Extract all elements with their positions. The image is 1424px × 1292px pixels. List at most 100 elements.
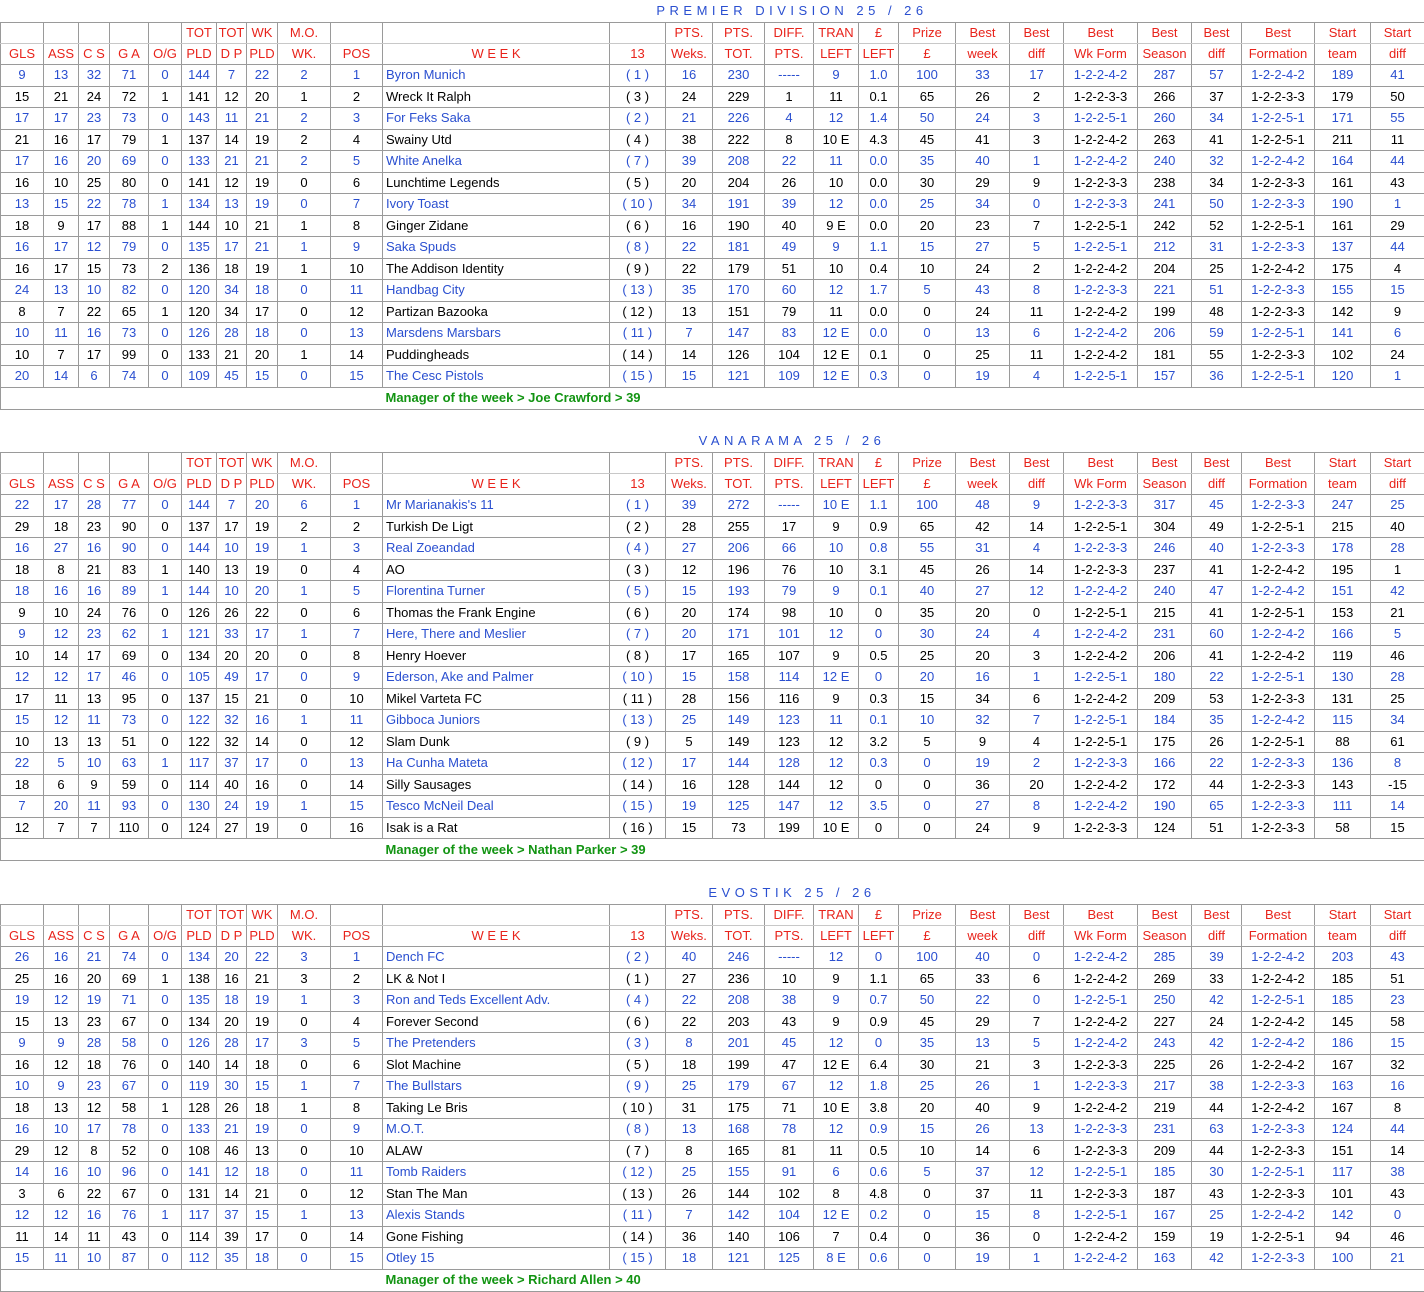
cell-mo-wk: 0	[278, 194, 331, 216]
cell-pts-weeks: 22	[666, 1011, 713, 1033]
column-header-diff-pts: PTS.	[765, 926, 814, 947]
cell-prize: 50	[899, 108, 956, 130]
cell-tot-dp: 21	[217, 344, 247, 366]
cell-best-diff: 8	[1010, 796, 1064, 818]
cell-start-team: 131	[1315, 688, 1371, 710]
cell-wk-played: 18	[247, 1097, 278, 1119]
column-header-start-diff: diff	[1371, 926, 1424, 947]
cell-pts-weeks: 27	[666, 968, 713, 990]
cell-transfers-left: 12 E	[814, 323, 859, 345]
cell-best-formation: 1-2-2-5-1	[1242, 323, 1315, 345]
cell-tot-dp: 10	[217, 538, 247, 560]
manager-of-the-week: Manager of the week > Richard Allen > 40	[383, 1269, 1424, 1291]
cell-team-name: Here, There and Meslier	[383, 624, 610, 646]
cell-pts-total: 165	[713, 645, 765, 667]
cell-best-formation: 1-2-2-4-2	[1242, 151, 1315, 173]
cell-assists: 10	[44, 602, 79, 624]
cell-clean-sheets: 23	[79, 624, 110, 646]
column-header-clean-sheets: C S	[79, 44, 110, 65]
cell-best-diff: 6	[1010, 1140, 1064, 1162]
cell-tot-dp: 12	[217, 172, 247, 194]
cell-best-diff: 11	[1010, 344, 1064, 366]
cell-pts-total: 147	[713, 323, 765, 345]
cell-start-diff: 43	[1371, 1183, 1424, 1205]
cell-start-diff: 55	[1371, 108, 1424, 130]
cell-team-name: Swainy Utd	[383, 129, 610, 151]
cell-money-left: 6.4	[859, 1054, 899, 1076]
cell-start-diff: 4	[1371, 258, 1424, 280]
cell-best-season: 231	[1138, 624, 1192, 646]
cell-goals-against: 79	[110, 129, 149, 151]
column-header-best-formation: Formation	[1242, 926, 1315, 947]
cell-transfers-left: 12 E	[814, 344, 859, 366]
cell-transfers-left: 12	[814, 753, 859, 775]
cell-tot-dp: 12	[217, 86, 247, 108]
column-header-assists: ASS	[44, 474, 79, 495]
cell-week-13: ( 2 )	[610, 108, 666, 130]
cell-best-wk-form: 1-2-2-4-2	[1064, 645, 1138, 667]
cell-week-13: ( 11 )	[610, 323, 666, 345]
cell-goals-against: 76	[110, 1205, 149, 1227]
footer-spacer	[1, 839, 383, 861]
cell-tot-played: 134	[182, 1011, 217, 1033]
cell-transfers-left: 12 E	[814, 1205, 859, 1227]
cell-clean-sheets: 28	[79, 495, 110, 517]
cell-diff-pts: 109	[765, 366, 814, 388]
cell-best-wk-form: 1-2-2-5-1	[1064, 602, 1138, 624]
column-header-own-goals	[149, 23, 182, 44]
cell-start-team: 161	[1315, 172, 1371, 194]
cell-goals: 15	[1, 1011, 44, 1033]
cell-tot-played: 144	[182, 215, 217, 237]
cell-assists: 14	[44, 645, 79, 667]
cell-week-13: ( 6 )	[610, 602, 666, 624]
column-header-tot-dp: TOT	[217, 905, 247, 926]
cell-week-13: ( 10 )	[610, 667, 666, 689]
cell-best-week: 25	[956, 344, 1010, 366]
cell-tot-played: 138	[182, 968, 217, 990]
cell-diff-pts: 116	[765, 688, 814, 710]
cell-transfers-left: 10	[814, 602, 859, 624]
cell-mo-wk: 1	[278, 237, 331, 259]
cell-start-team: 115	[1315, 710, 1371, 732]
cell-best-season-diff: 48	[1192, 301, 1242, 323]
cell-goals-against: 87	[110, 1248, 149, 1270]
column-header-wk-played: PLD	[247, 44, 278, 65]
cell-start-diff: 16	[1371, 1076, 1424, 1098]
cell-tot-dp: 10	[217, 215, 247, 237]
cell-best-diff: 3	[1010, 129, 1064, 151]
cell-best-formation: 1-2-2-4-2	[1242, 1205, 1315, 1227]
cell-best-wk-form: 1-2-2-4-2	[1064, 344, 1138, 366]
cell-position: 11	[331, 1162, 383, 1184]
column-header-best-wk-form: Wk Form	[1064, 926, 1138, 947]
cell-wk-played: 17	[247, 753, 278, 775]
cell-week-13: ( 7 )	[610, 624, 666, 646]
cell-mo-wk: 0	[278, 1248, 331, 1270]
cell-tot-played: 121	[182, 624, 217, 646]
cell-wk-played: 19	[247, 559, 278, 581]
cell-mo-wk: 0	[278, 323, 331, 345]
cell-best-wk-form: 1-2-2-3-3	[1064, 1054, 1138, 1076]
cell-prize: 15	[899, 688, 956, 710]
cell-assists: 17	[44, 258, 79, 280]
cell-wk-played: 20	[247, 495, 278, 517]
cell-transfers-left: 10	[814, 538, 859, 560]
cell-best-season: 304	[1138, 516, 1192, 538]
cell-mo-wk: 1	[278, 581, 331, 603]
league-title: EVOSTIK 25 / 26	[0, 882, 1424, 904]
cell-tot-dp: 21	[217, 151, 247, 173]
cell-best-season: 225	[1138, 1054, 1192, 1076]
column-header-clean-sheets	[79, 23, 110, 44]
cell-best-season: 209	[1138, 688, 1192, 710]
cell-own-goals: 0	[149, 667, 182, 689]
cell-tot-played: 143	[182, 108, 217, 130]
cell-pts-total: 175	[713, 1097, 765, 1119]
cell-transfers-left: 10	[814, 172, 859, 194]
column-header-week-13	[610, 23, 666, 44]
cell-transfers-left: 12	[814, 1076, 859, 1098]
cell-mo-wk: 1	[278, 1097, 331, 1119]
cell-diff-pts: 47	[765, 1054, 814, 1076]
cell-best-diff: 1	[1010, 151, 1064, 173]
